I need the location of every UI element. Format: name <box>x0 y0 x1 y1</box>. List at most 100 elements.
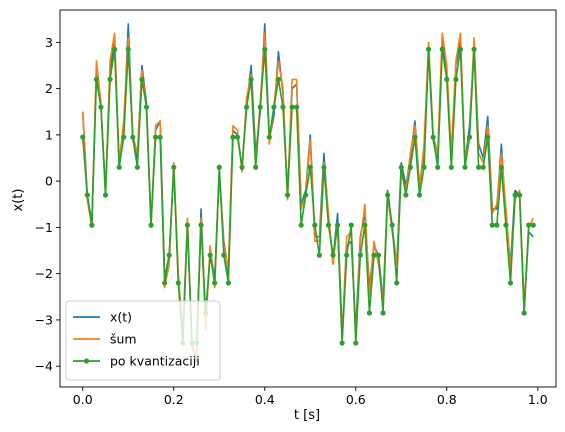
data-point <box>234 134 241 140</box>
data-point <box>275 76 282 82</box>
data-point <box>239 164 245 170</box>
data-point <box>289 104 295 110</box>
data-point <box>175 280 181 286</box>
data-point <box>357 252 363 258</box>
data-point <box>394 280 400 286</box>
data-point <box>439 46 445 52</box>
legend-box <box>65 300 221 381</box>
data-point <box>148 222 154 228</box>
data-point <box>462 164 468 170</box>
data-point <box>248 76 254 82</box>
data-point <box>435 164 441 170</box>
data-point <box>489 222 495 228</box>
x-axis-label: t [s] <box>294 408 320 423</box>
data-point <box>457 46 464 52</box>
legend-marker <box>83 358 90 364</box>
data-point <box>143 104 150 110</box>
data-point <box>521 310 527 316</box>
data-point <box>125 46 131 52</box>
data-point <box>280 104 286 110</box>
data-point <box>107 76 113 82</box>
data-point <box>271 104 277 110</box>
data-point <box>316 252 322 258</box>
data-point <box>116 164 122 170</box>
data-point <box>307 164 313 170</box>
y-tick-label: −3 <box>35 312 53 327</box>
data-point <box>257 104 263 110</box>
data-point <box>466 134 473 140</box>
data-point <box>325 222 332 228</box>
y-tick-label: 1 <box>45 127 53 142</box>
data-point <box>448 164 454 170</box>
data-point <box>375 252 382 258</box>
data-point <box>112 46 118 52</box>
data-point <box>344 252 350 258</box>
x-tick-label: 0.8 <box>437 392 457 407</box>
data-point <box>334 222 341 228</box>
data-point <box>526 222 532 228</box>
data-point <box>225 280 231 286</box>
data-point <box>503 222 509 228</box>
data-point <box>157 134 163 140</box>
data-point <box>339 340 345 346</box>
data-point <box>494 222 500 228</box>
data-point <box>453 76 459 82</box>
x-tick-label: 0.4 <box>255 392 275 407</box>
data-point <box>294 104 300 110</box>
data-point <box>166 252 172 258</box>
legend-label: x(t) <box>110 310 132 325</box>
legend: x(t) šum po kvantizaciji <box>65 300 221 381</box>
data-point <box>421 164 427 170</box>
data-point <box>121 134 127 140</box>
y-axis-label: x(t) <box>11 189 26 212</box>
plot-area <box>80 23 536 363</box>
axes: 0.0 0.2 0.4 0.6 0.8 1.0 −4 −3 −2 −1 0 1 2 3 <box>35 9 557 407</box>
data-point <box>198 222 204 228</box>
data-point <box>416 192 423 198</box>
x-tick-label: 0.0 <box>73 392 93 407</box>
x-tick-label: 0.6 <box>346 392 366 407</box>
data-point <box>171 164 177 170</box>
data-point <box>266 134 272 140</box>
data-point <box>517 192 523 198</box>
data-point <box>330 252 336 258</box>
data-point <box>530 222 536 228</box>
data-point <box>385 192 391 198</box>
x-tick-label: 1.0 <box>528 392 548 407</box>
data-point <box>403 192 409 198</box>
data-point <box>485 134 491 140</box>
data-point <box>507 280 514 286</box>
y-tick-label: 0 <box>45 174 53 189</box>
data-point <box>476 164 482 170</box>
data-point <box>389 222 395 228</box>
data-point <box>412 134 418 140</box>
data-point <box>102 192 109 198</box>
x-tick-label: 0.2 <box>164 392 184 407</box>
data-point <box>366 310 373 316</box>
data-point <box>444 76 450 82</box>
data-point <box>380 310 386 316</box>
data-point <box>162 280 168 286</box>
data-point <box>430 134 436 140</box>
data-point <box>89 222 95 228</box>
data-point <box>480 164 486 170</box>
data-point <box>298 222 304 228</box>
data-point <box>130 134 136 140</box>
y-tick-label: 2 <box>45 81 53 96</box>
data-point <box>93 76 99 82</box>
data-point <box>230 134 236 140</box>
data-point <box>262 46 268 52</box>
data-point <box>152 134 159 140</box>
y-tick-label: −2 <box>35 266 53 281</box>
data-point <box>284 192 291 198</box>
data-point <box>221 252 227 258</box>
legend-label: po kvantizaciji <box>110 354 200 369</box>
data-point <box>139 76 145 82</box>
y-tick-label: 3 <box>45 35 53 50</box>
data-point <box>134 164 140 170</box>
data-point <box>407 164 413 170</box>
data-point <box>512 192 518 198</box>
y-tick-label: −4 <box>35 359 53 374</box>
data-point <box>303 192 309 198</box>
